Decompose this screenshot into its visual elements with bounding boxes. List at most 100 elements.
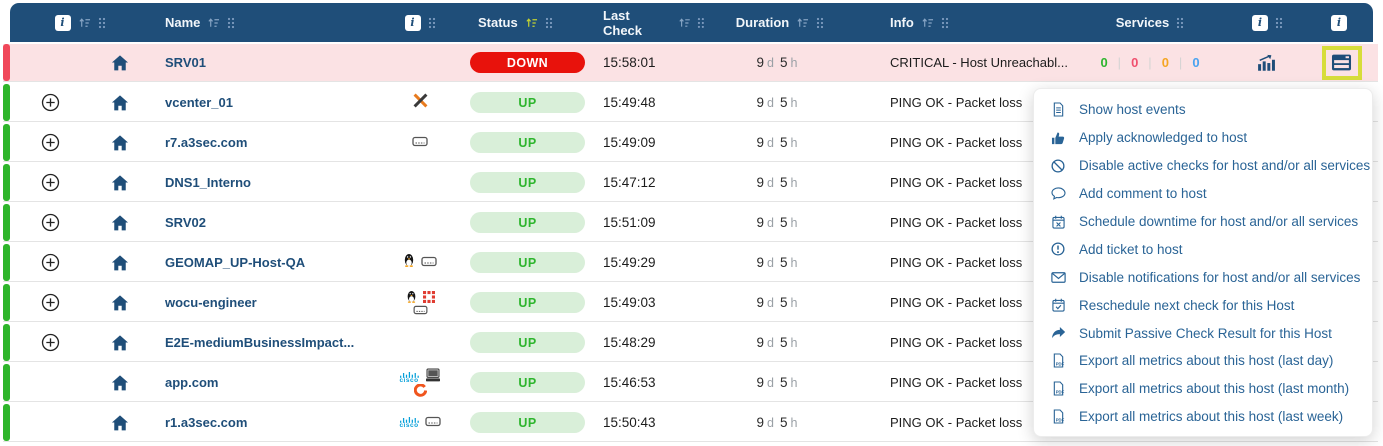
host-icon: [90, 294, 150, 312]
last-check-value: 15:49:03: [603, 295, 656, 310]
thumbs-up-icon: [1049, 131, 1067, 145]
status-stripe: [3, 204, 10, 241]
services-unknown-count[interactable]: 0: [1192, 55, 1200, 70]
info-badge-icon[interactable]: i: [1252, 14, 1268, 31]
menu-item-disable-notifications[interactable]: Disable notifications for host and/or al…: [1034, 263, 1372, 291]
expand-row-button[interactable]: [10, 93, 90, 112]
header-device-icons-column: i: [380, 14, 460, 31]
host-name-link[interactable]: GEOMAP_UP-Host-QA: [165, 255, 306, 270]
file-pdf-icon: PDF: [1049, 353, 1067, 369]
host-icon: [90, 134, 150, 152]
host-name-link[interactable]: SRV01: [165, 55, 206, 70]
header-last-check[interactable]: Last Check: [595, 8, 705, 38]
status-stripe: [3, 324, 10, 361]
status-badge: UP: [470, 92, 585, 113]
menu-item-export-metrics-week[interactable]: PDF Export all metrics about this host (…: [1034, 403, 1372, 431]
purestorage-icon: [380, 384, 460, 397]
envelope-icon: [1049, 271, 1067, 283]
host-name-link[interactable]: SRV02: [165, 215, 206, 230]
menu-item-add-ticket[interactable]: Add ticket to host: [1034, 235, 1372, 263]
header-services[interactable]: Services: [1070, 15, 1230, 30]
status-badge: UP: [470, 172, 585, 193]
workstation-icon: [425, 368, 441, 387]
last-check-value: 15:51:09: [603, 215, 656, 230]
menu-item-disable-active-checks[interactable]: Disable active checks for host and/or al…: [1034, 152, 1372, 180]
menu-item-export-metrics-month[interactable]: PDF Export all metrics about this host (…: [1034, 375, 1372, 403]
drag-handle-icon[interactable]: [941, 17, 949, 29]
status-badge: UP: [470, 332, 585, 353]
expand-row-button[interactable]: [10, 213, 90, 232]
storage-icon: [412, 134, 428, 152]
comment-icon: [1049, 187, 1067, 201]
drag-handle-icon[interactable]: [428, 17, 436, 29]
header-name-label: Name: [165, 15, 201, 30]
expand-row-button[interactable]: [10, 253, 90, 272]
status-info: PING OK - Packet loss: [890, 135, 1023, 150]
sort-icon[interactable]: [921, 17, 934, 29]
sort-icon[interactable]: [796, 17, 809, 29]
host-name-link[interactable]: app.com: [165, 375, 219, 390]
host-name-link[interactable]: r1.a3sec.com: [165, 415, 248, 430]
file-pdf-icon: PDF: [1049, 409, 1067, 424]
drag-handle-icon[interactable]: [227, 17, 235, 29]
expand-row-button[interactable]: [10, 133, 90, 152]
services-ok-count[interactable]: 0: [1100, 55, 1108, 70]
svg-text:PDF: PDF: [1055, 418, 1064, 423]
header-name[interactable]: Name: [150, 15, 380, 30]
info-badge-icon[interactable]: i: [404, 14, 421, 31]
host-name-link[interactable]: DNS1_Interno: [165, 175, 251, 190]
info-badge-icon[interactable]: i: [54, 14, 71, 31]
expand-row-button[interactable]: [10, 333, 90, 352]
header-graphs-column: i: [1230, 14, 1305, 31]
menu-item-schedule-downtime[interactable]: Schedule downtime for host and/or all se…: [1034, 208, 1372, 236]
status-info: PING OK - Packet loss: [890, 295, 1023, 310]
expand-row-button[interactable]: [10, 173, 90, 192]
status-stripe: [3, 164, 10, 201]
host-name-link[interactable]: wocu-engineer: [165, 295, 257, 310]
drag-handle-icon[interactable]: [98, 17, 106, 29]
fortinet-icon: [422, 290, 435, 308]
host-icon: [90, 174, 150, 192]
last-check-value: 15:50:43: [603, 415, 656, 430]
host-name-link[interactable]: r7.a3sec.com: [165, 135, 248, 150]
storage-icon: [380, 305, 460, 315]
menu-item-show-host-events[interactable]: Show host events: [1034, 96, 1372, 124]
header-duration-label: Duration: [735, 15, 790, 30]
linux-icon: [406, 290, 417, 308]
sort-icon-active[interactable]: [525, 17, 538, 29]
host-name-link[interactable]: E2E-mediumBusinessImpact...: [165, 335, 355, 350]
header-info[interactable]: Info: [855, 15, 1070, 30]
host-name-link[interactable]: vcenter_01: [165, 95, 233, 110]
menu-item-apply-acknowledged[interactable]: Apply acknowledged to host: [1034, 124, 1372, 152]
drag-handle-icon[interactable]: [545, 17, 553, 29]
menu-item-reschedule-check[interactable]: Reschedule next check for this Host: [1034, 291, 1372, 319]
status-info: PING OK - Packet loss: [890, 215, 1023, 230]
services-warning-count[interactable]: 0: [1161, 55, 1169, 70]
last-check-value: 15:49:29: [603, 255, 656, 270]
header-status[interactable]: Status: [460, 15, 595, 30]
host-icon: [90, 54, 150, 72]
sort-icon[interactable]: [78, 17, 91, 29]
host-actions-menu-button[interactable]: [1321, 45, 1362, 80]
expand-row-button[interactable]: [10, 293, 90, 312]
menu-item-submit-passive-check[interactable]: Submit Passive Check Result for this Hos…: [1034, 319, 1372, 347]
sort-icon[interactable]: [207, 17, 220, 29]
info-badge-icon[interactable]: i: [1331, 14, 1347, 31]
services-critical-count[interactable]: 0: [1131, 55, 1139, 70]
metrics-chart-icon[interactable]: [1230, 53, 1305, 72]
services-counters[interactable]: 0 | 0 | 0 | 0: [1100, 55, 1200, 70]
status-badge: UP: [470, 212, 585, 233]
calendar-xmark-icon: [1049, 215, 1067, 229]
menu-item-add-comment[interactable]: Add comment to host: [1034, 180, 1372, 208]
header-duration[interactable]: Duration: [705, 15, 855, 30]
drag-handle-icon[interactable]: [1176, 17, 1184, 29]
drag-handle-icon[interactable]: [816, 17, 824, 29]
drag-handle-icon[interactable]: [697, 17, 705, 29]
drag-handle-icon[interactable]: [1275, 17, 1283, 29]
menu-item-export-metrics-day[interactable]: PDF Export all metrics about this host (…: [1034, 347, 1372, 375]
sort-icon[interactable]: [678, 17, 691, 29]
